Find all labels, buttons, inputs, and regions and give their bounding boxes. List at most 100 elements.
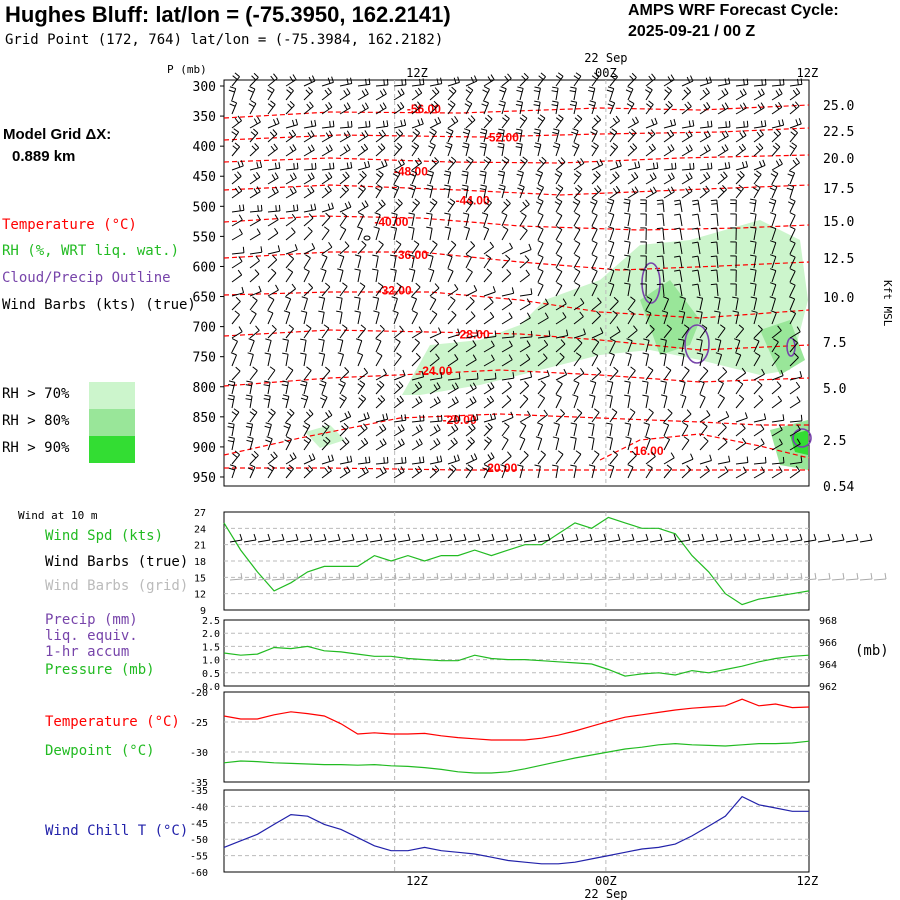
wind-barb-staff (735, 166, 748, 171)
wind-barb-feather (265, 338, 272, 341)
surface-barb-staff (299, 539, 313, 543)
wind-barb-767 (789, 396, 801, 409)
wind-barb-feather (255, 255, 260, 262)
wind-barb-93 (753, 102, 765, 115)
wind-barb-feather (499, 89, 506, 93)
legend-rh90-label: RH > 90% (2, 440, 70, 456)
temp-contour-12 (224, 467, 809, 471)
wind-barb-feather (365, 456, 367, 463)
wind-barb-staff (627, 77, 637, 87)
wind-barb-staff (303, 125, 316, 129)
wind-barb-480 (231, 286, 245, 297)
grid-barb-feather (772, 572, 775, 580)
wind-barb-staff (375, 298, 380, 311)
wind-barb-feather (398, 129, 404, 135)
wind-barb-feather (656, 241, 663, 244)
wind-barb-staff (393, 341, 401, 353)
wind-barb-staff (555, 424, 560, 437)
wind-barb-feather (393, 184, 400, 188)
wind-barb-feather (308, 283, 314, 289)
wind-barb-824 (662, 422, 670, 437)
wind-barb-staff (375, 312, 380, 325)
wind-barb-feather (782, 456, 785, 463)
wind-barb-521 (391, 296, 398, 311)
wind-barb-36 (303, 86, 313, 101)
wind-barb-staff (429, 442, 441, 451)
wind-barb-staff (267, 382, 271, 395)
wind-barb-613 (318, 338, 325, 353)
wind-barb-feather (573, 142, 580, 146)
wind-barb-806 (339, 422, 349, 437)
wind-barb-feather (327, 203, 331, 210)
wind-barb-staff (501, 399, 512, 409)
wind-barb-staff (285, 288, 296, 297)
wind-barb-27 (717, 77, 731, 87)
wind-barb-606 (771, 325, 782, 339)
wind-barb-318 (768, 198, 777, 213)
wind-barb-staff (699, 81, 712, 87)
wind-barb-feather (756, 131, 762, 138)
rh-region-5 (770, 420, 808, 470)
surface-barb-staff (495, 539, 509, 543)
wind-barb-feather (518, 184, 525, 188)
wind-barb-feather (382, 414, 385, 421)
wind-barb-staff (573, 188, 583, 199)
wind-barb-staff (717, 471, 729, 479)
wind-barb-feather (480, 128, 487, 131)
wind-barb-feather (608, 100, 615, 104)
wind-barb-679 (357, 367, 369, 381)
wind-barb-feather (490, 354, 495, 361)
wind-barb-388 (303, 242, 316, 255)
grid-barb-staff (579, 578, 593, 581)
wind-barb-feather (458, 414, 461, 421)
wind-barb-feather (324, 187, 330, 194)
wind-barb-staff (285, 396, 290, 409)
wind-barb-feather (760, 424, 765, 430)
windchill-line (223, 795, 809, 865)
wind-barb-17 (537, 72, 546, 87)
surface-barb-feather (491, 533, 495, 541)
wind-barb-feather (728, 161, 731, 168)
wind-barb-feather (320, 268, 327, 272)
wind-barb-feather (292, 74, 297, 80)
wind-barb-feather (328, 410, 333, 416)
wind-barb-feather (445, 131, 452, 135)
wind-barb-staff (447, 344, 458, 353)
wind-barb-290 (267, 204, 281, 213)
wind-barbs-true-label: Wind Barbs (true) (45, 554, 189, 570)
wind-barb-8 (375, 78, 389, 87)
wind-barb-staff (411, 92, 423, 101)
wind-barb-feather (795, 381, 801, 388)
wind-barb-feather (674, 255, 681, 258)
wind-barb-staff (303, 217, 314, 227)
wind-barb-75 (429, 100, 439, 115)
wind-barb-439 (640, 255, 647, 269)
wind-barb-907 (429, 465, 440, 479)
wind-barb-feather (467, 464, 474, 469)
wind-barb-staff (789, 123, 802, 129)
wind-barb-feather (746, 78, 749, 85)
wind-barb-147 (571, 128, 579, 143)
wind-barb-350 (770, 212, 777, 227)
wind-barb-staff (537, 384, 546, 395)
wind-barb-feather (337, 352, 344, 356)
wind-panel-ytick-4: 15 (194, 573, 206, 584)
wind-barb-feather (574, 240, 581, 244)
wind-barb-staff (537, 214, 544, 227)
wind-barb-feather (469, 296, 475, 302)
wind-barb-feather (432, 240, 438, 245)
wind-barb-staff (663, 177, 675, 185)
wind-barb-feather (466, 100, 473, 104)
wind-barb-552 (373, 310, 380, 325)
wind-barb-670 (771, 352, 780, 367)
wind-barb-feather (308, 213, 314, 219)
wind-barb-814 (483, 422, 493, 437)
wind-barb-523 (429, 296, 437, 311)
wind-barb-178 (552, 142, 561, 157)
wind-barb-feather (690, 453, 694, 460)
wind-barb-staff (249, 210, 262, 213)
wind-barb-staff (591, 355, 599, 367)
wind-barb-feather (289, 188, 294, 194)
wind-barb-584 (375, 324, 385, 339)
wind-barb-staff (753, 340, 760, 353)
